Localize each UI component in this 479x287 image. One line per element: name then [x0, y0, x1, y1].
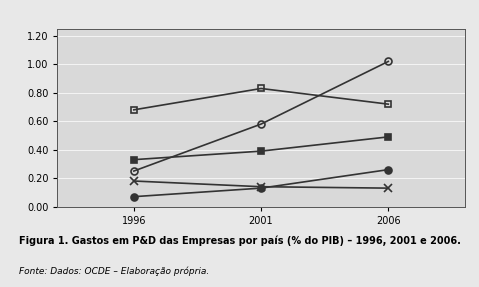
Text: Figura 1. Gastos em P&D das Empresas por país (% do PIB) – 1996, 2001 e 2006.: Figura 1. Gastos em P&D das Empresas por… — [19, 235, 461, 246]
Text: Fonte: Dados: OCDE – Elaboração própria.: Fonte: Dados: OCDE – Elaboração própria. — [19, 267, 209, 276]
